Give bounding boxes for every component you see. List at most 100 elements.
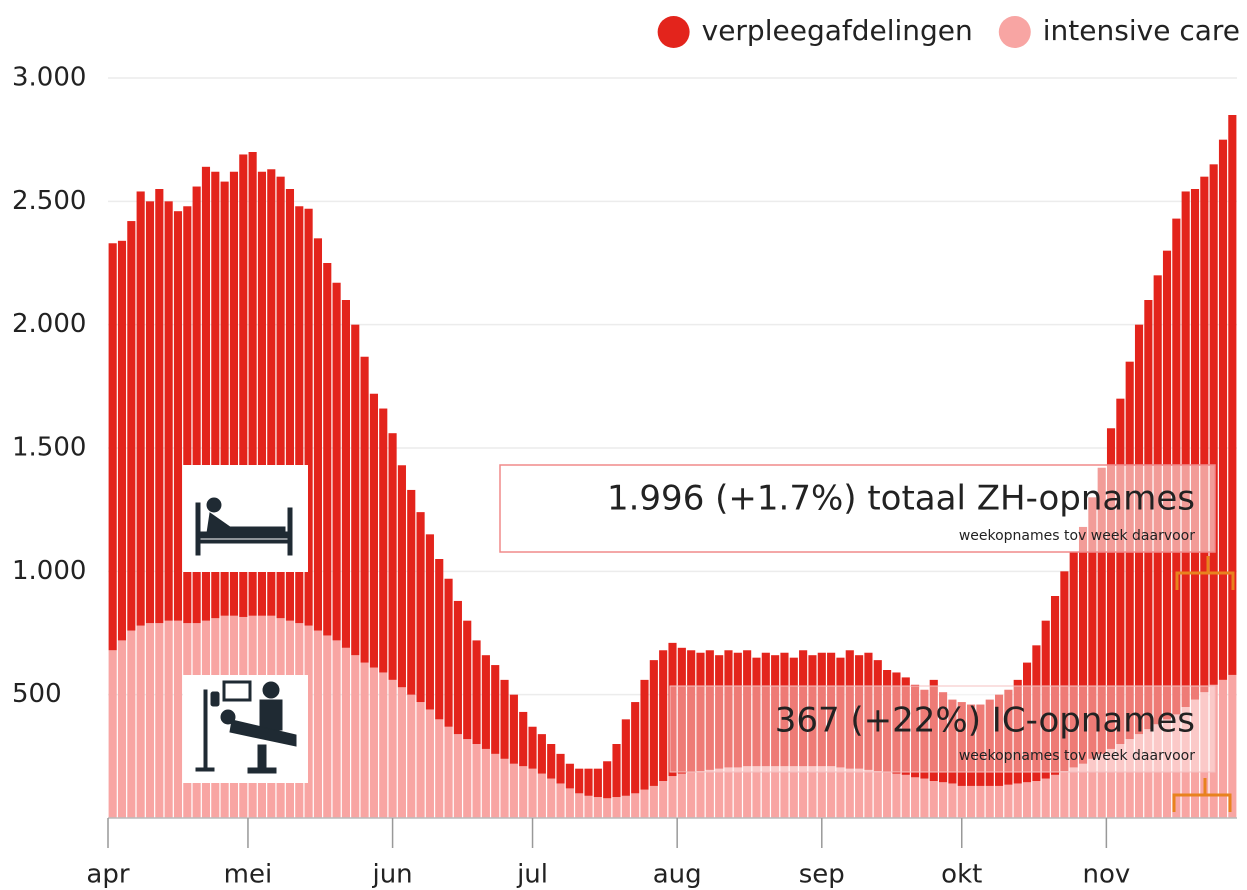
bar-segment <box>808 766 817 818</box>
bar-segment <box>808 655 817 767</box>
bar-segment <box>500 758 509 818</box>
bar-segment <box>509 694 518 764</box>
bar-segment <box>388 433 397 680</box>
bar-segment <box>967 704 976 786</box>
bar-segment <box>136 625 145 818</box>
bar-segment <box>1106 428 1116 749</box>
bar-segment <box>509 763 518 818</box>
bar-segment <box>416 512 425 703</box>
bar-segment <box>145 623 155 818</box>
bar-segment <box>855 768 864 818</box>
bar-segment <box>621 795 630 818</box>
bar-segment <box>1004 689 1013 785</box>
bar-segment <box>743 650 752 767</box>
bar-segment <box>1013 783 1022 818</box>
bar-segment <box>696 652 705 772</box>
bar-segment <box>920 689 929 779</box>
bar-segment <box>145 201 155 624</box>
bar-segment <box>108 243 117 651</box>
bar-segment <box>276 176 285 619</box>
bar-segment <box>957 785 966 818</box>
bar-segment <box>183 206 192 624</box>
bar-segment <box>407 694 416 818</box>
bar-segment <box>1069 551 1078 768</box>
bar-segment <box>1060 771 1069 818</box>
ic-figure <box>195 680 297 774</box>
bar-segment <box>976 785 985 818</box>
y-tick-label: 3.000 <box>12 63 86 93</box>
bar-segment <box>397 687 406 818</box>
bar-segment <box>985 785 994 818</box>
icon-ic <box>183 675 308 783</box>
bar-segment <box>229 171 239 616</box>
bar-segment <box>425 709 434 818</box>
bar-segment <box>827 766 836 818</box>
bar-segment <box>472 640 481 744</box>
annotation-box <box>669 685 1216 773</box>
bar-segment <box>1088 758 1097 818</box>
bar-segment <box>1041 778 1050 818</box>
bar-segment <box>565 788 574 818</box>
bar-segment <box>1181 707 1190 818</box>
bar-segment <box>481 655 490 749</box>
bar-segment <box>705 769 714 818</box>
bar-segment <box>687 772 696 818</box>
plot-area: 500 1.000 1.500 2.000 2.500 3.000 apr mei jun jul… <box>12 63 1237 890</box>
bar-segment <box>948 783 957 818</box>
bar-segment <box>304 208 313 626</box>
bar-segment <box>892 773 901 818</box>
bar-segment <box>883 670 892 773</box>
bar-segment <box>435 719 444 818</box>
bar-segment <box>1022 782 1032 818</box>
bar-segment <box>911 777 920 818</box>
bar-segment <box>827 652 836 767</box>
bar-segment <box>435 559 444 720</box>
bar-segment <box>845 768 854 818</box>
bar-segment <box>901 677 910 775</box>
bar-segment <box>733 652 742 768</box>
bar-segment <box>164 620 173 818</box>
bar-segment <box>127 221 136 631</box>
bar-segment <box>453 734 462 818</box>
bar-segment <box>640 789 649 818</box>
bar-segment <box>313 630 323 818</box>
annotation-note: weekopnames tov week daarvoor <box>959 748 1195 764</box>
bar-segment <box>528 726 537 769</box>
bar-segment <box>323 635 332 818</box>
bar-segment <box>1050 774 1060 818</box>
bar-segment <box>1144 729 1153 818</box>
x-tick-label: apr <box>86 860 129 890</box>
bar-segment <box>463 620 472 740</box>
bar-segment <box>1209 164 1218 685</box>
bar-segment <box>332 282 341 641</box>
bar-segment <box>584 795 593 818</box>
bar-segment <box>724 650 733 768</box>
bar-segment <box>360 662 369 818</box>
bar-segment <box>1078 763 1088 818</box>
bar-segment <box>285 189 295 621</box>
bar-segment <box>631 793 640 818</box>
bar-segment <box>537 773 546 818</box>
bar-segment <box>547 744 556 779</box>
bar-segment <box>603 761 612 799</box>
bar-segment <box>948 699 957 784</box>
bar-segment <box>1209 684 1218 818</box>
bar-segment <box>1228 115 1237 675</box>
bar-segment <box>612 797 621 818</box>
bar-segment <box>799 766 808 818</box>
bar-segment <box>1116 744 1125 818</box>
bar-segment <box>472 744 481 818</box>
bar-segment <box>621 719 630 796</box>
bar-segment <box>351 655 360 818</box>
bar-segment <box>239 154 248 617</box>
bar-segment <box>155 623 164 818</box>
bar-segment <box>341 300 350 648</box>
bar-segment <box>369 667 378 818</box>
bar-segment <box>379 672 388 818</box>
legend-label: verpleegafdelingen <box>702 14 973 47</box>
bar-segment <box>491 665 500 754</box>
bar-segment <box>743 766 752 818</box>
bar-segment <box>248 152 257 616</box>
bar-segment <box>1078 526 1088 764</box>
bar-segment <box>1032 645 1041 781</box>
